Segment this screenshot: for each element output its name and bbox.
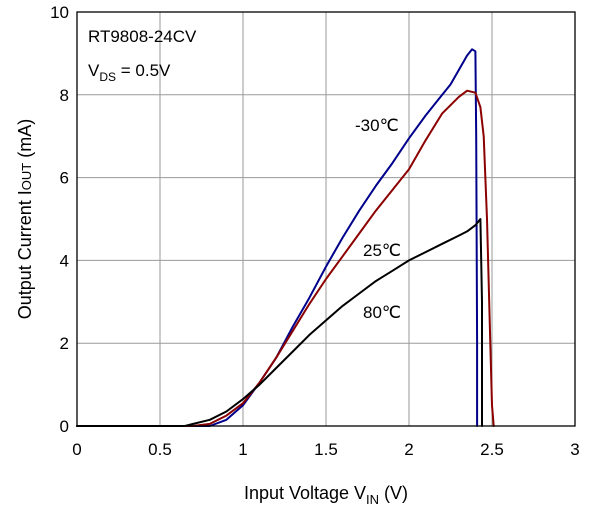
y-tick-labels: 0 2 4 6 8 10	[50, 3, 69, 436]
x-tick-label: 2.5	[480, 440, 504, 459]
y-axis-title-main: Output Current I	[15, 190, 35, 319]
series-label-25: 25℃	[363, 241, 401, 260]
y-tick-label: 0	[60, 417, 69, 436]
device-label: RT9808-24CV	[88, 27, 197, 46]
y-tick-label: 2	[60, 334, 69, 353]
y-tick-label: 4	[60, 251, 69, 270]
x-tick-label: 1.5	[314, 440, 338, 459]
x-axis-title: Input Voltage VIN (V)	[244, 483, 408, 507]
y-tick-label: 6	[60, 169, 69, 188]
y-axis-title: Output Current IOUT (mA)	[15, 119, 35, 320]
condition-sub: DS	[99, 70, 116, 84]
y-tick-label: 10	[50, 3, 69, 22]
series-line-1	[76, 89, 495, 427]
series-label-80: 80℃	[363, 303, 401, 322]
plot-frame	[76, 11, 576, 427]
x-tick-labels: 0 0.5 1 1.5 2 2.5 3	[72, 440, 579, 459]
y-tick-label: 8	[60, 86, 69, 105]
series-line-0	[76, 48, 479, 427]
x-tick-label: 0	[72, 440, 81, 459]
condition-label: VDS = 0.5V	[88, 61, 171, 84]
x-tick-label: 1	[238, 440, 247, 459]
x-axis-title-sub: IN	[366, 492, 379, 507]
y-axis-title-unit: (mA)	[15, 119, 35, 163]
x-tick-label: 2	[404, 440, 413, 459]
y-axis-title-sub: OUT	[19, 163, 34, 191]
x-axis-title-unit: (V)	[379, 483, 408, 503]
condition-prefix: V	[88, 61, 100, 80]
series-label-minus30: -30℃	[355, 116, 399, 135]
series-line-2	[76, 218, 483, 427]
condition-suffix: = 0.5V	[116, 61, 171, 80]
series-lines	[76, 48, 495, 427]
x-tick-label: 3	[570, 440, 579, 459]
x-tick-label: 0.5	[148, 440, 172, 459]
x-axis-title-main: Input Voltage V	[244, 483, 366, 503]
